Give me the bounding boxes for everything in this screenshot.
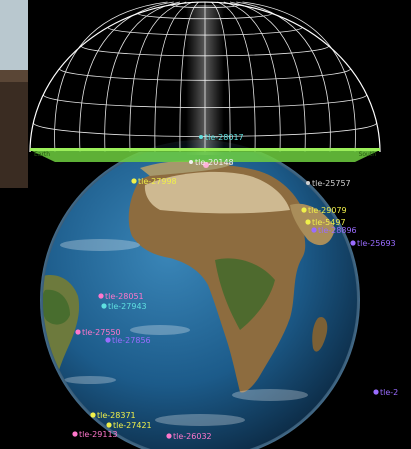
satellite-label: tle-25693 [357, 239, 396, 248]
satellite-dot[interactable] [98, 293, 104, 299]
satellite-label: tle-28896 [318, 226, 357, 235]
sky-dome[interactable]: Earth South [29, 1, 381, 168]
satellite-s8[interactable]: tle-26032 [166, 432, 212, 441]
satellite-d3[interactable]: tle-25757 [306, 179, 351, 188]
satellite-dot[interactable] [106, 422, 112, 428]
satellite-label: tle-27943 [108, 302, 147, 311]
satellite-label: tle-28017 [205, 133, 244, 142]
satellite-dot[interactable] [350, 240, 356, 246]
satellite-label: tle-5497 [312, 218, 346, 227]
zenith-beam [186, 5, 224, 155]
satellite-label: tle-27421 [113, 421, 152, 430]
satellite-dot[interactable] [373, 389, 379, 395]
satellite-label: tle-27550 [82, 328, 121, 337]
satellite-dot[interactable] [90, 412, 96, 418]
background-window-fragment [0, 0, 28, 188]
satellite-dot[interactable] [306, 181, 310, 185]
satellite-s10[interactable]: tle-25693 [350, 239, 396, 248]
satellite-s2[interactable]: tle-27943 [101, 302, 147, 311]
satellite-dot[interactable] [105, 337, 111, 343]
satellite-s13[interactable]: tle-28896 [311, 226, 357, 235]
satellite-s11[interactable]: tle-2 [373, 388, 398, 397]
satellite-label: tle-27856 [112, 336, 151, 345]
satellite-label: tle-25757 [312, 179, 351, 188]
dome-labels: tle-28017 tle-20148 tle-25757 [189, 133, 351, 188]
satellite-s5[interactable]: tle-28371 [90, 411, 136, 420]
satellite-dot[interactable] [75, 329, 81, 335]
satellite-d1[interactable]: tle-28017 [199, 133, 244, 142]
africa-landmass [128, 164, 306, 393]
satellite-s7[interactable]: tle-29113 [72, 430, 118, 439]
satellite-label: tle-2 [380, 388, 398, 397]
satellite-label: tle-26032 [173, 432, 212, 441]
satellite-dot[interactable] [131, 178, 137, 184]
satellite-dot[interactable] [166, 433, 172, 439]
cloud-layer [60, 239, 308, 426]
satellite-dot[interactable] [305, 219, 311, 225]
satellite-s12[interactable]: tle-5497 [305, 218, 346, 227]
satellite-s6[interactable]: tle-27421 [106, 421, 152, 430]
satellite-s1[interactable]: tle-28051 [98, 292, 144, 301]
satellite-s3[interactable]: tle-27550 [75, 328, 121, 337]
europe-coast [140, 160, 232, 176]
arabia-landmass [290, 203, 335, 246]
central-africa-forest [215, 258, 275, 330]
earth-globe[interactable] [29, 140, 360, 449]
horizon-label-left: Earth [34, 151, 50, 158]
madagascar-landmass [312, 316, 328, 352]
satellite-s4[interactable]: tle-27856 [105, 336, 151, 345]
satellite-label: tle-28371 [97, 411, 136, 420]
satellite-dot[interactable] [301, 207, 307, 213]
satellite-d2[interactable]: tle-20148 [189, 158, 234, 167]
satellite-label: tle-29079 [308, 206, 347, 215]
sahara-region [144, 171, 290, 214]
satellite-label: tle-27998 [138, 177, 177, 186]
satellite-label: tle-20148 [195, 158, 234, 167]
satellite-s9[interactable]: tle-29079 [301, 206, 347, 215]
amazon-region [43, 289, 70, 325]
satellite-dot[interactable] [72, 431, 78, 437]
satellite-dot[interactable] [311, 227, 317, 233]
ground-station-marker[interactable] [203, 162, 209, 168]
satellite-label: tle-28051 [105, 292, 144, 301]
satellite-dot[interactable] [101, 303, 107, 309]
satellite-s14[interactable]: tle-27998 [131, 177, 177, 186]
horizon-ground-band [30, 150, 380, 162]
satellite-label: tle-29113 [79, 430, 118, 439]
horizon-line [30, 148, 380, 151]
satellite-dot[interactable] [189, 160, 193, 164]
horizon-label-right: South [359, 151, 377, 158]
satellite-dot[interactable] [199, 135, 203, 139]
